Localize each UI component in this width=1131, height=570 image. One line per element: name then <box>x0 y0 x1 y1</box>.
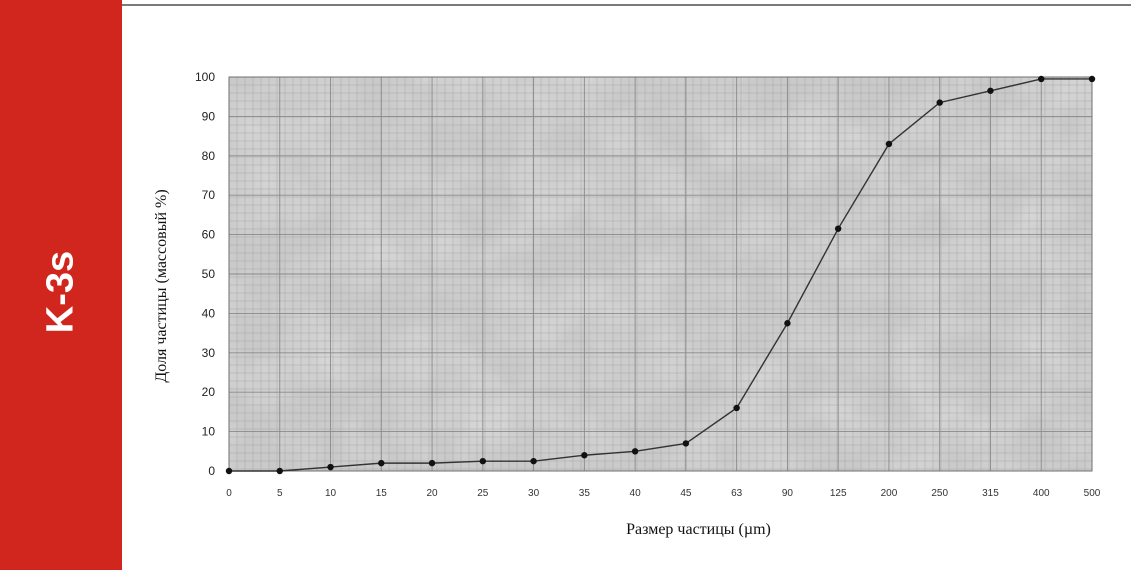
data-point <box>784 320 791 327</box>
data-point <box>834 225 842 232</box>
x-tick-label: 63 <box>731 488 743 499</box>
y-axis-ticks: 0 10 20 30 40 50 60 70 80 90 100 <box>195 70 215 478</box>
x-tick-label: 90 <box>782 488 794 499</box>
data-point <box>225 467 233 475</box>
top-rule <box>122 4 1131 6</box>
x-tick-label: 315 <box>982 488 999 499</box>
x-tick-label: 45 <box>680 488 692 499</box>
y-tick-label: 40 <box>202 306 216 320</box>
data-point <box>885 140 893 148</box>
x-tick-label: 0 <box>226 488 232 499</box>
data-point <box>428 459 436 467</box>
data-point <box>530 457 537 465</box>
chart: 0 10 20 30 40 50 60 70 80 90 100 0 5 10 15 20 25 30 35 40 4… <box>153 70 1101 538</box>
data-point <box>1088 75 1096 83</box>
data-point <box>936 99 943 106</box>
data-point <box>581 452 588 459</box>
data-point <box>327 463 334 471</box>
x-axis-label: Размер частицы (µm) <box>626 521 771 538</box>
x-tick-label: 40 <box>630 488 642 499</box>
x-tick-label: 200 <box>881 488 898 499</box>
x-tick-label: 125 <box>830 488 847 499</box>
y-tick-label: 50 <box>202 267 216 281</box>
x-tick-label: 25 <box>477 488 489 499</box>
data-point <box>479 457 487 465</box>
y-tick-label: 30 <box>202 346 216 360</box>
x-tick-label: 10 <box>325 488 337 499</box>
data-point <box>378 459 385 467</box>
data-point <box>682 440 690 447</box>
y-tick-label: 0 <box>208 464 215 478</box>
x-tick-label: 15 <box>376 488 388 499</box>
x-tick-label: 5 <box>277 488 283 499</box>
data-point <box>987 87 994 94</box>
data-point <box>276 467 283 475</box>
plot-frame <box>228 76 1093 472</box>
y-tick-label: 70 <box>202 188 216 202</box>
x-axis-ticks: 0 5 10 15 20 25 30 35 40 45 63 90 125 200 250 315 400 500 <box>226 488 1101 499</box>
y-tick-label: 10 <box>202 425 216 439</box>
x-tick-label: 250 <box>931 488 948 499</box>
data-point <box>733 404 740 412</box>
y-tick-label: 80 <box>202 149 216 163</box>
side-band: K-3s <box>0 0 122 570</box>
y-tick-label: 60 <box>202 228 216 242</box>
side-label: K-3s <box>39 250 82 334</box>
x-tick-label: 20 <box>426 488 438 499</box>
x-tick-label: 30 <box>528 488 540 499</box>
series-line <box>229 78 1092 472</box>
x-tick-label: 500 <box>1084 488 1101 499</box>
series-markers <box>225 75 1096 475</box>
plot-area <box>228 76 1093 472</box>
data-point <box>1038 75 1045 83</box>
y-tick-label: 20 <box>202 385 216 399</box>
x-tick-label: 35 <box>579 488 591 499</box>
y-tick-label: 90 <box>202 109 216 123</box>
data-point <box>631 448 639 455</box>
y-axis-label: Доля частицы (массовый %) <box>153 189 170 382</box>
x-tick-label: 400 <box>1033 488 1050 499</box>
y-tick-label: 100 <box>195 70 215 84</box>
